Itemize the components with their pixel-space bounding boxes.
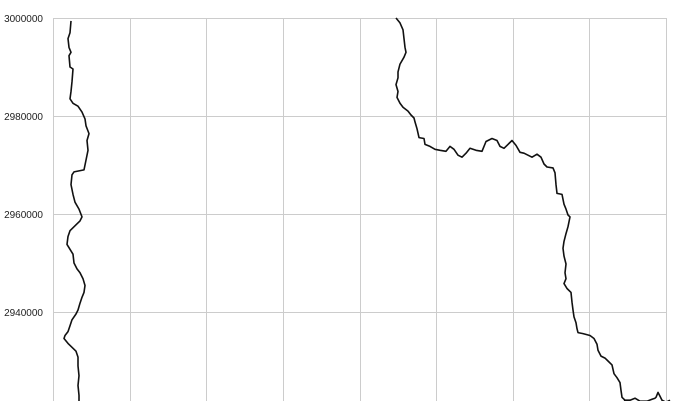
- y-tick-label: 2940000: [4, 308, 43, 319]
- y-tick-label: 2980000: [4, 112, 43, 123]
- boundary-lines: [63, 17, 671, 401]
- vertical-gridlines: [53, 18, 667, 401]
- left-boundary: [63, 20, 90, 401]
- y-tick-label: 3000000: [4, 14, 43, 25]
- y-tick-label: 2960000: [4, 210, 43, 221]
- y-tick-labels: 3000000 2980000 2960000 2940000: [4, 14, 43, 319]
- horizontal-gridlines: [53, 18, 666, 313]
- right-boundary: [395, 17, 671, 401]
